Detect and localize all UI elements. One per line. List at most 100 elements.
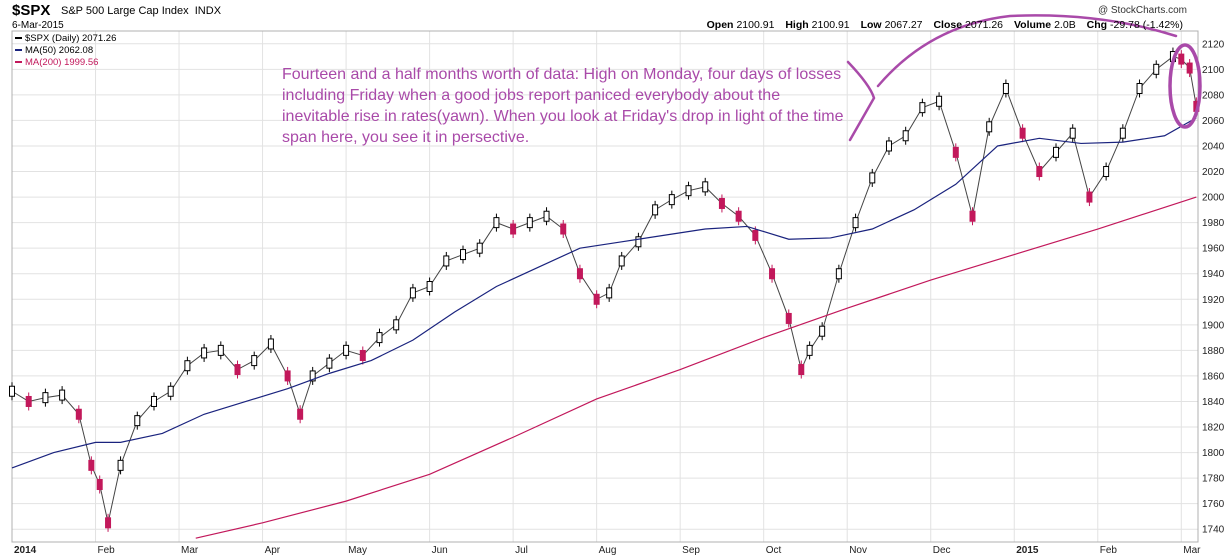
price-candle [1069, 127, 1076, 139]
ma200-line [195, 196, 1197, 539]
annotation-marks [846, 14, 1202, 142]
price-candle [376, 332, 383, 344]
price-candle [576, 268, 583, 280]
y-tick-label: 2040 [1202, 141, 1225, 152]
price-candle [819, 325, 826, 337]
price-candle [1036, 166, 1043, 178]
price-candle [735, 210, 742, 222]
y-axis: 1740 1760 1780 1800 1820 1840 1860 1880 1900 1920… [1202, 39, 1225, 535]
x-tick-label: May [348, 545, 367, 555]
y-tick-label: 1740 [1202, 525, 1225, 536]
y-tick-label: 2080 [1202, 90, 1225, 101]
price-candle [217, 344, 224, 356]
price-candle [635, 236, 642, 248]
price-candle [543, 210, 550, 222]
legend-item-ma200: MA(200) 1999.56 [15, 57, 116, 69]
y-tick-label: 1920 [1202, 295, 1225, 306]
quote-volume-label: Volume [1013, 19, 1052, 31]
x-tick-label: Nov [849, 545, 867, 555]
price-candle [618, 255, 625, 267]
price-candle [986, 121, 993, 133]
brand-label: @ StockCharts.com [1097, 5, 1187, 16]
x-tick-label: Feb [98, 545, 116, 555]
price-candle [88, 459, 95, 471]
y-tick-label: 1960 [1202, 244, 1225, 255]
y-tick-label: 2120 [1202, 39, 1225, 50]
price-candle [443, 255, 450, 267]
price-candle [25, 395, 32, 407]
quote-close-label: Close [933, 19, 963, 31]
y-tick-label: 2020 [1202, 167, 1225, 178]
x-tick-label: 2014 [14, 545, 37, 555]
chart-date: 6-Mar-2015 [12, 20, 64, 31]
y-tick-label: 1980 [1202, 218, 1225, 229]
price-candle [668, 194, 675, 206]
chart-grid [11, 31, 1198, 542]
price-candle [969, 210, 976, 222]
price-candle [1103, 166, 1110, 178]
chart-legend: $SPX (Daily) 2071.26 MA(50) 2062.08 MA(2… [15, 33, 116, 69]
price-candle [59, 389, 66, 401]
price-candle [869, 172, 876, 184]
price-candle [652, 204, 659, 216]
price-candle [1053, 146, 1060, 158]
y-tick-label: 1880 [1202, 346, 1225, 357]
ticker-symbol: $SPX [12, 2, 51, 19]
x-tick-label: Jul [515, 545, 528, 555]
price-candle [1019, 127, 1026, 139]
price-candle [902, 130, 909, 142]
y-tick-label: 1800 [1202, 448, 1225, 459]
x-tick-label: Sep [682, 545, 700, 555]
price-candle [752, 229, 759, 241]
price-candle [309, 370, 316, 382]
price-candle [167, 385, 174, 397]
price-candle [1086, 191, 1093, 203]
price-candle [343, 344, 350, 356]
exchange-label: INDX [194, 5, 222, 17]
x-tick-label: 2015 [1016, 545, 1039, 555]
price-candle [251, 355, 258, 367]
quote-low-value: 2067.27 [884, 19, 923, 31]
x-tick-label: Dec [933, 545, 951, 555]
price-candle [526, 217, 533, 229]
y-tick-label: 1820 [1202, 423, 1225, 434]
price-candle [134, 415, 141, 427]
y-tick-label: 2060 [1202, 116, 1225, 127]
legend-item-ma50: MA(50) 2062.08 [15, 45, 116, 57]
quote-high-label: High [785, 19, 809, 31]
price-candle [105, 517, 112, 529]
y-tick-label: 1840 [1202, 397, 1225, 408]
price-candle [117, 459, 124, 471]
quote-low-label: Low [860, 19, 882, 31]
price-candle [952, 146, 959, 158]
legend-swatch-ma50 [15, 49, 22, 52]
quote-high-value: 2100.91 [811, 19, 850, 31]
x-tick-label: Mar [181, 545, 199, 555]
price-candle [1119, 127, 1126, 139]
price-candle [493, 217, 500, 229]
price-candle [75, 408, 82, 420]
y-tick-label: 1860 [1202, 371, 1225, 382]
price-candle [510, 223, 517, 235]
price-candle [1186, 62, 1193, 74]
price-candle [919, 102, 926, 114]
legend-label-ma200: MA(200) 1999.56 [25, 57, 99, 68]
quote-chg-value: -29.78 (-1.42%) [1110, 19, 1183, 31]
y-tick-label: 1780 [1202, 474, 1225, 485]
x-tick-label: Apr [265, 545, 281, 555]
annotation-bracket [846, 60, 876, 142]
legend-label-price: $SPX (Daily) 2071.26 [25, 33, 117, 44]
y-tick-label: 1900 [1202, 320, 1225, 331]
legend-swatch-ma200 [15, 61, 22, 64]
legend-label-ma50: MA(50) 2062.08 [25, 45, 94, 56]
price-candle [1136, 82, 1143, 94]
price-candle [806, 344, 813, 356]
price-candle [885, 140, 892, 152]
price-candle [267, 338, 274, 350]
x-tick-label: Feb [1100, 545, 1118, 555]
quote-close-value: 2071.26 [965, 19, 1004, 31]
price-candle [284, 370, 291, 382]
x-tick-label: Aug [599, 545, 617, 555]
price-candle [702, 181, 709, 193]
price-candle [593, 293, 600, 305]
